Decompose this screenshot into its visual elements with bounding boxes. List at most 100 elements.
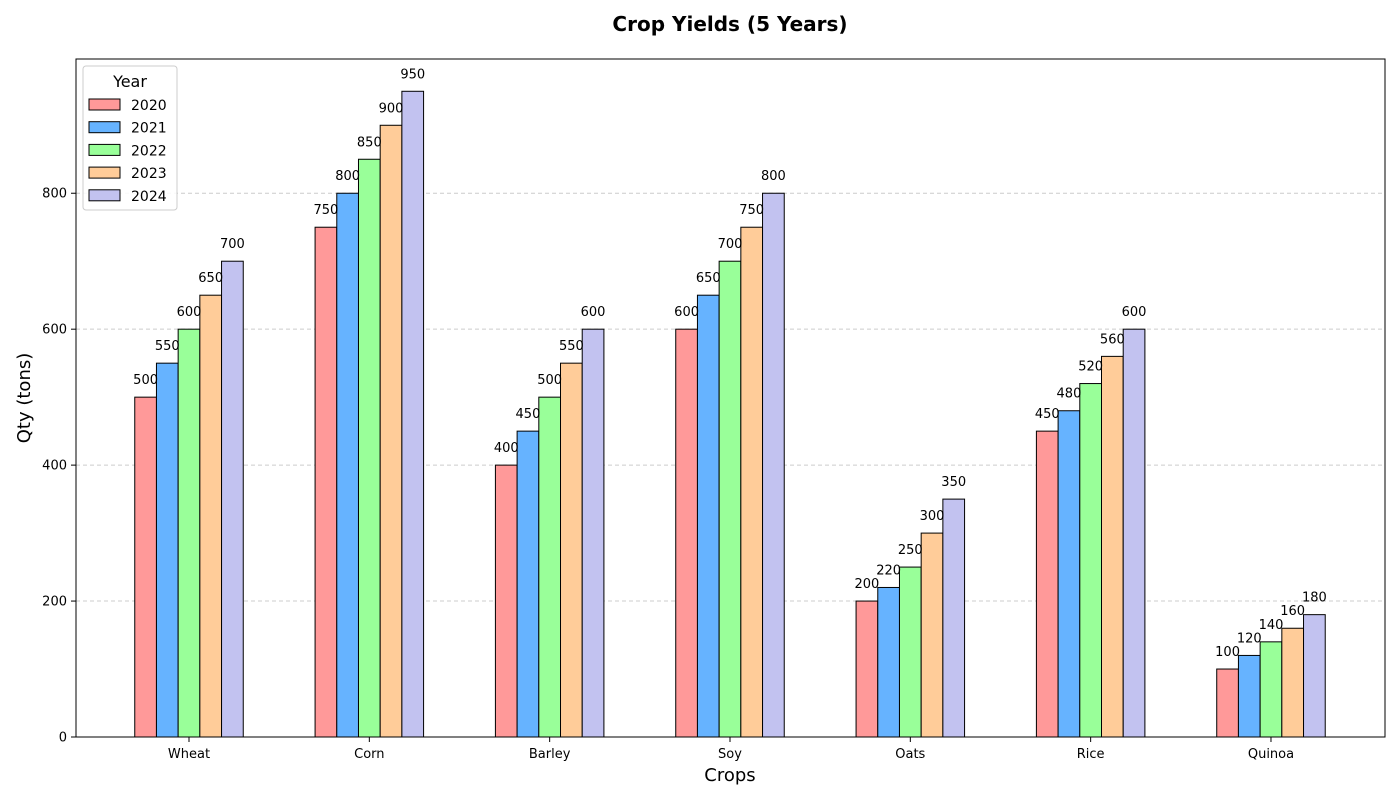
bar bbox=[762, 192, 785, 738]
legend-title: Year bbox=[112, 72, 147, 91]
legend-swatch bbox=[88, 121, 121, 134]
x-tick-label: Soy bbox=[718, 747, 742, 762]
bar bbox=[314, 226, 338, 738]
bar bbox=[1281, 627, 1305, 738]
legend-swatch bbox=[88, 143, 121, 156]
x-tick-label: Rice bbox=[1077, 747, 1105, 762]
data-label: 520 bbox=[1078, 360, 1103, 375]
bar bbox=[199, 294, 223, 738]
data-label: 650 bbox=[198, 271, 223, 286]
legend-entry: 2020 bbox=[131, 98, 167, 114]
data-label: 200 bbox=[855, 577, 880, 592]
data-label: 950 bbox=[400, 67, 425, 82]
bar bbox=[1122, 328, 1146, 738]
bar bbox=[1237, 654, 1261, 738]
legend: Year 2020 2021 2022 2023 2024 bbox=[82, 65, 178, 211]
bar bbox=[1303, 614, 1326, 738]
bar bbox=[177, 328, 201, 738]
bars bbox=[134, 90, 1326, 738]
data-label: 750 bbox=[739, 203, 764, 218]
bar bbox=[718, 260, 742, 738]
data-label: 600 bbox=[581, 305, 606, 320]
data-label: 300 bbox=[920, 509, 945, 524]
data-label: 550 bbox=[155, 339, 180, 354]
bar bbox=[221, 260, 244, 738]
data-label: 800 bbox=[335, 169, 360, 184]
bar bbox=[155, 362, 179, 738]
data-label: 700 bbox=[718, 237, 743, 252]
bar bbox=[494, 464, 518, 738]
data-label: 600 bbox=[1122, 305, 1147, 320]
legend-swatch bbox=[88, 98, 121, 111]
data-label: 500 bbox=[537, 373, 562, 388]
data-label: 160 bbox=[1280, 604, 1305, 619]
data-label: 180 bbox=[1302, 591, 1327, 606]
data-label: 350 bbox=[941, 475, 966, 490]
bar bbox=[1079, 383, 1103, 738]
bar bbox=[401, 90, 425, 738]
y-axis-ticks: 0 200 400 600 800 bbox=[42, 187, 76, 746]
data-label: 120 bbox=[1237, 631, 1262, 646]
bar bbox=[696, 294, 720, 738]
y-tick-label: 400 bbox=[42, 459, 67, 474]
bar bbox=[357, 158, 381, 738]
bar bbox=[855, 600, 879, 738]
data-label: 140 bbox=[1259, 618, 1284, 633]
data-label: 550 bbox=[559, 339, 584, 354]
data-label: 100 bbox=[1215, 645, 1240, 660]
legend-entry: 2021 bbox=[131, 121, 167, 137]
data-label: 220 bbox=[876, 563, 901, 578]
legend-entry: 2024 bbox=[131, 189, 167, 205]
bar bbox=[1259, 641, 1283, 738]
data-label: 480 bbox=[1057, 387, 1082, 402]
bar bbox=[740, 226, 764, 738]
y-tick-label: 0 bbox=[59, 731, 67, 746]
bar bbox=[581, 328, 605, 738]
x-axis-label: Crops bbox=[704, 765, 755, 786]
bar bbox=[898, 566, 922, 738]
data-label: 650 bbox=[696, 271, 721, 286]
x-tick-label: Quinoa bbox=[1248, 747, 1294, 762]
data-label: 700 bbox=[220, 237, 245, 252]
bar bbox=[1035, 430, 1059, 738]
bar bbox=[675, 328, 698, 738]
data-label: 250 bbox=[898, 543, 923, 558]
data-label: 400 bbox=[494, 441, 519, 456]
chart-title: Crop Yields (5 Years) bbox=[612, 12, 847, 36]
bar bbox=[1216, 668, 1239, 738]
data-label: 450 bbox=[1035, 407, 1060, 422]
y-tick-label: 200 bbox=[42, 595, 67, 610]
data-label: 850 bbox=[357, 135, 382, 150]
data-label: 900 bbox=[379, 101, 404, 116]
data-labels: 500 550 600 650 700 750 800 850 900 950 400 450 500 5… bbox=[133, 67, 1327, 660]
bar bbox=[1101, 355, 1124, 738]
bar bbox=[134, 396, 157, 738]
y-tick-label: 600 bbox=[42, 323, 67, 338]
x-axis-ticks: Wheat Corn Barley Soy Oats Rice Quinoa bbox=[168, 737, 1294, 762]
y-axis-label: Qty (tons) bbox=[14, 353, 35, 444]
data-label: 750 bbox=[314, 203, 339, 218]
y-tick-label: 800 bbox=[42, 187, 67, 202]
bar bbox=[920, 532, 944, 738]
bar bbox=[379, 124, 403, 738]
bar bbox=[560, 362, 583, 738]
legend-swatch bbox=[88, 189, 121, 202]
bar bbox=[336, 192, 359, 738]
data-label: 800 bbox=[761, 169, 786, 184]
bar bbox=[942, 498, 966, 738]
x-tick-label: Oats bbox=[895, 747, 925, 762]
data-label: 600 bbox=[177, 305, 202, 320]
x-tick-label: Barley bbox=[529, 747, 571, 762]
bar bbox=[877, 586, 900, 738]
bar bbox=[1057, 410, 1081, 738]
data-label: 560 bbox=[1100, 332, 1125, 347]
data-label: 450 bbox=[516, 407, 541, 422]
data-label: 500 bbox=[133, 373, 158, 388]
legend-swatch bbox=[88, 166, 121, 179]
bar bbox=[538, 396, 562, 738]
legend-entry: 2023 bbox=[131, 166, 167, 182]
data-label: 600 bbox=[674, 305, 699, 320]
x-tick-label: Corn bbox=[354, 747, 384, 762]
legend-entry: 2022 bbox=[131, 143, 167, 159]
